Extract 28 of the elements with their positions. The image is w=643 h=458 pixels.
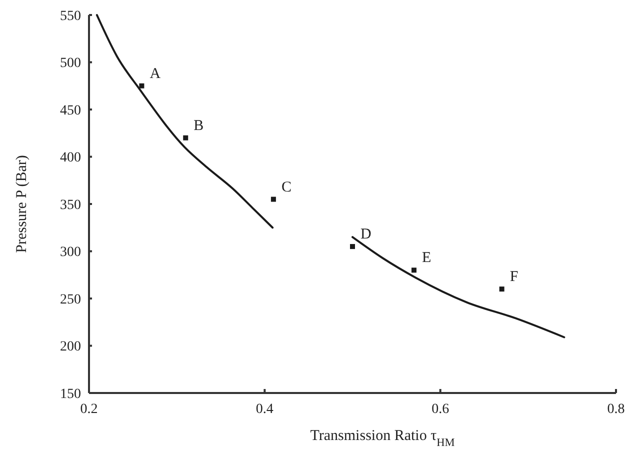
y-tick-label: 200 [60, 340, 81, 355]
point [183, 135, 188, 140]
point [499, 286, 504, 292]
annotation: C [281, 179, 292, 196]
y-axis-title: Pressure P (Bar) [14, 155, 30, 253]
annotation: F [510, 269, 518, 286]
y-tick-label: 150 [60, 386, 81, 402]
x-axis-title: Transmission Ratio τ$_{HM}$ [310, 428, 455, 449]
y-tick-label: 550 [60, 8, 81, 24]
point [139, 83, 144, 88]
annotation: B [194, 118, 204, 134]
line-series [96, 14, 274, 229]
y-tick-label: 300 [60, 245, 81, 260]
annotation: E [422, 250, 432, 266]
y-tick-label: 350 [60, 198, 81, 213]
x-tick-label: 0.8 [607, 402, 625, 417]
point [270, 196, 276, 202]
point [411, 268, 416, 273]
y-tick-label: 500 [60, 56, 81, 72]
x-tick-label: 0.6 [432, 402, 450, 417]
annotation: D [360, 226, 372, 243]
x-tick-label: 0.4 [256, 402, 274, 417]
x-tick-label: 0.2 [80, 402, 98, 417]
point [350, 244, 355, 250]
annotation: A [150, 66, 161, 82]
y-tick-label: 400 [60, 150, 81, 166]
y-tick-label: 450 [60, 103, 81, 118]
y-tick-label: 250 [60, 292, 81, 308]
